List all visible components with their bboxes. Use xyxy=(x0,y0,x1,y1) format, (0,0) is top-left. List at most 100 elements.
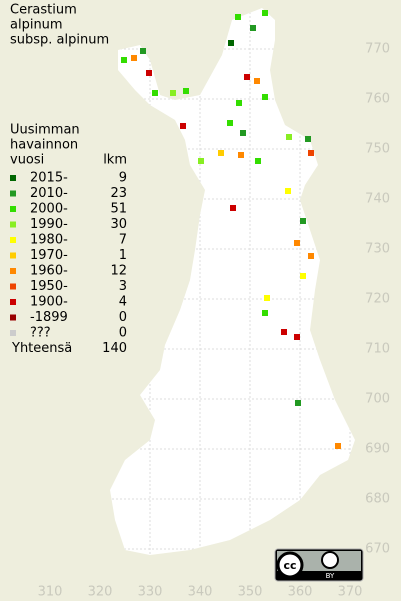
legend-count: 1 xyxy=(119,248,127,263)
observation xyxy=(294,240,300,246)
legend-label: 2010- xyxy=(30,186,68,201)
legend-label: 1960- xyxy=(30,264,68,279)
observation xyxy=(262,10,268,16)
observation xyxy=(121,57,127,63)
observation xyxy=(300,273,306,279)
observation xyxy=(183,88,189,94)
x-grid-label: 330 xyxy=(138,585,163,600)
observation xyxy=(294,334,300,340)
legend-label: ??? xyxy=(30,326,51,341)
observation xyxy=(308,150,314,156)
observation xyxy=(285,188,291,194)
legend-total: 140 xyxy=(102,341,127,356)
legend-count: 12 xyxy=(110,264,127,279)
observation xyxy=(286,134,292,140)
legend-swatch xyxy=(10,175,16,181)
observation xyxy=(295,400,301,406)
title-line: Cerastium xyxy=(10,3,77,18)
y-grid-label: 750 xyxy=(365,142,390,157)
observation xyxy=(238,152,244,158)
observation xyxy=(218,150,224,156)
x-grid-label: 360 xyxy=(288,585,313,600)
cc-text: cc xyxy=(283,559,296,572)
y-grid-label: 730 xyxy=(365,242,390,257)
observation xyxy=(146,70,152,76)
legend-header: havainnon xyxy=(10,138,78,153)
x-grid-label: 370 xyxy=(338,585,363,600)
legend-label: 1970- xyxy=(30,248,68,263)
legend-label: 2015- xyxy=(30,171,68,186)
y-grid-label: 670 xyxy=(365,542,390,557)
observation xyxy=(131,55,137,61)
legend-count: 7 xyxy=(119,233,127,248)
legend-label: 1900- xyxy=(30,295,68,310)
legend-swatch xyxy=(10,283,16,290)
legend-total-label: Yhteensä xyxy=(11,341,72,356)
y-grid-label: 710 xyxy=(365,342,390,357)
observations xyxy=(121,10,341,449)
legend-swatch xyxy=(10,314,16,321)
legend-swatch xyxy=(10,330,16,336)
observation xyxy=(254,78,260,84)
legend-count: 9 xyxy=(119,171,127,186)
observation xyxy=(262,310,268,316)
legend-count: 4 xyxy=(119,295,127,310)
legend-swatch xyxy=(10,221,16,228)
legend-label: 1950- xyxy=(30,279,68,294)
x-grid-label: 320 xyxy=(88,585,113,600)
observation xyxy=(300,218,306,224)
observation xyxy=(198,158,204,164)
by-text: BY xyxy=(326,572,335,580)
x-grid-label: 310 xyxy=(38,585,63,600)
observation xyxy=(227,120,233,126)
y-grid-label: 770 xyxy=(365,42,390,57)
observation xyxy=(281,329,287,335)
observation xyxy=(180,123,186,129)
y-grid-label: 690 xyxy=(365,442,390,457)
legend-count: 23 xyxy=(110,186,127,201)
observation xyxy=(244,74,250,80)
legend-swatch xyxy=(10,299,16,305)
legend-count: 51 xyxy=(110,202,127,217)
legend-label: -1899 xyxy=(30,310,68,325)
legend-count: 0 xyxy=(119,310,127,325)
observation xyxy=(152,90,158,96)
observation xyxy=(255,158,261,164)
license-badge: cc BY xyxy=(274,548,364,582)
legend-swatch xyxy=(10,206,16,212)
legend-count: 3 xyxy=(119,279,127,294)
legend-swatch xyxy=(10,190,16,197)
legend-label: 2000- xyxy=(30,202,68,217)
legend-swatch xyxy=(10,237,16,243)
legend-count-header: lkm xyxy=(103,153,127,168)
y-grid-label: 740 xyxy=(365,192,390,207)
legend-header: vuosi xyxy=(10,153,44,168)
y-grid-label: 720 xyxy=(365,292,390,307)
observation xyxy=(170,90,176,96)
observation xyxy=(250,25,256,31)
observation xyxy=(240,130,246,136)
observation xyxy=(335,443,341,449)
cc-circle xyxy=(276,551,304,579)
x-grid-label: 340 xyxy=(188,585,213,600)
legend-label: 1990- xyxy=(30,217,68,232)
y-grid-label: 700 xyxy=(365,392,390,407)
observation xyxy=(140,48,146,54)
observation xyxy=(235,14,241,20)
observation xyxy=(308,253,314,259)
y-grid-label: 680 xyxy=(365,492,390,507)
observation xyxy=(262,94,268,100)
by-icon xyxy=(321,551,339,569)
observation xyxy=(230,205,236,211)
observation xyxy=(305,136,311,142)
legend-swatch xyxy=(10,268,16,274)
observation xyxy=(228,40,234,46)
observation xyxy=(236,100,242,106)
y-grid-label: 760 xyxy=(365,92,390,107)
legend-count: 0 xyxy=(119,326,127,341)
title-line: subsp. alpinum xyxy=(10,33,109,48)
legend-label: 1980- xyxy=(30,233,68,248)
